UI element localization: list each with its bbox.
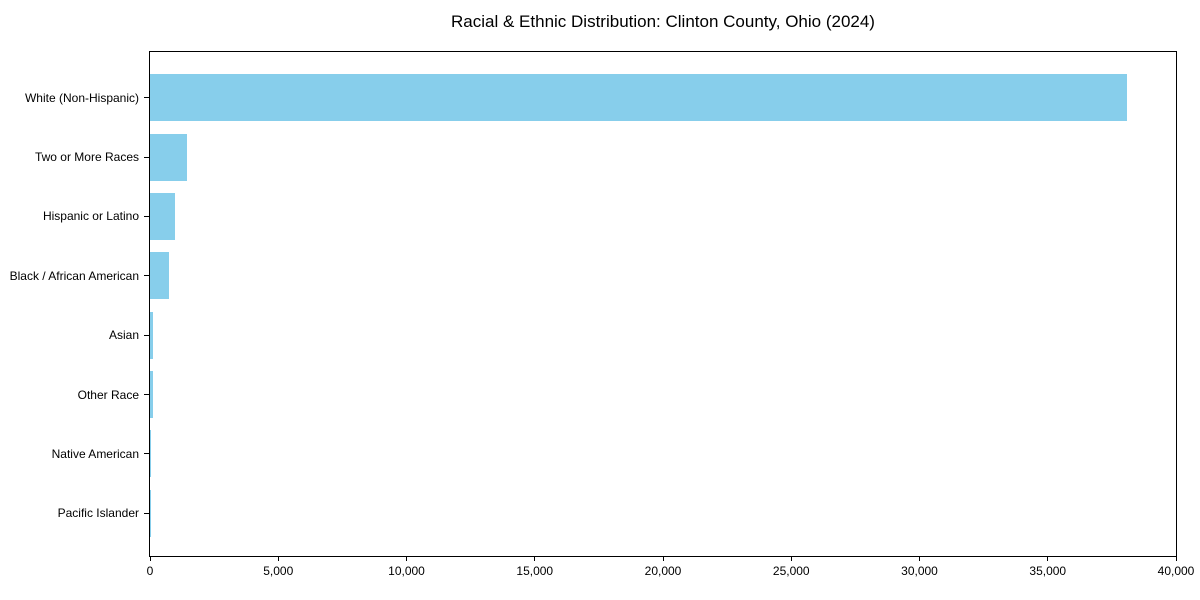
x-tick-label: 10,000	[388, 564, 425, 578]
x-tick-label: 25,000	[772, 564, 810, 578]
x-tick	[277, 557, 279, 561]
y-tick	[144, 453, 149, 455]
plot-area	[149, 51, 1177, 557]
bar	[150, 192, 176, 240]
y-axis-label: Two or More Races	[34, 150, 139, 165]
plot-inner	[150, 52, 1176, 556]
y-axis-label: Black / African American	[9, 268, 139, 283]
y-axis-label: Other Race	[77, 387, 139, 402]
x-tick	[662, 557, 664, 561]
y-tick	[144, 215, 149, 217]
y-axis-label: Native American	[51, 446, 139, 461]
x-tick-label: 15,000	[516, 564, 554, 578]
x-tick	[149, 557, 151, 561]
x-tick	[919, 557, 920, 561]
y-tick	[144, 97, 149, 99]
x-tick-label: 20,000	[644, 564, 682, 578]
x-tick-label: 30,000	[901, 564, 938, 578]
bar	[150, 133, 188, 181]
chart-title: Racial & Ethnic Distribution: Clinton Co…	[451, 12, 875, 31]
bar	[150, 430, 151, 478]
x-tick-label: 0	[146, 564, 154, 578]
x-tick	[790, 557, 792, 561]
x-tick	[1175, 557, 1177, 561]
y-tick	[144, 334, 149, 336]
y-tick	[144, 275, 149, 277]
y-tick	[144, 512, 149, 514]
bar	[150, 311, 154, 359]
y-axis-label: Asian	[108, 328, 139, 343]
y-axis-label: Hispanic or Latino	[42, 209, 139, 224]
y-tick	[144, 394, 149, 396]
x-tick	[1047, 557, 1049, 561]
y-tick	[144, 156, 149, 158]
bar	[150, 371, 153, 419]
x-tick-label: 5,000	[263, 564, 294, 578]
bar	[150, 252, 170, 300]
x-tick-label: 40,000	[1157, 564, 1195, 578]
x-tick-label: 35,000	[1029, 564, 1067, 578]
x-tick	[534, 557, 536, 561]
y-axis-label: White (Non-Hispanic)	[24, 90, 139, 105]
x-tick	[406, 557, 407, 561]
y-axis-label: Pacific Islander	[57, 506, 139, 521]
bar	[150, 74, 1128, 122]
